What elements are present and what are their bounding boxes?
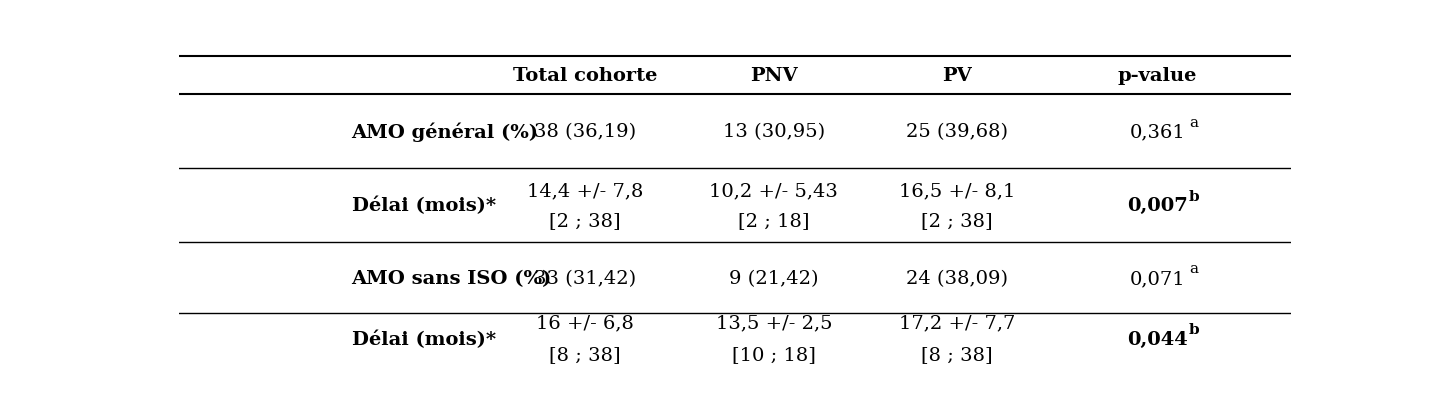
Text: PNV: PNV xyxy=(750,67,797,85)
Text: [8 ; 38]: [8 ; 38] xyxy=(922,346,992,364)
Text: 16,5 +/- 8,1: 16,5 +/- 8,1 xyxy=(899,182,1015,200)
Text: 13,5 +/- 2,5: 13,5 +/- 2,5 xyxy=(716,314,832,332)
Text: 14,4 +/- 7,8: 14,4 +/- 7,8 xyxy=(526,182,642,200)
Text: b: b xyxy=(1189,322,1199,336)
Text: 16 +/- 6,8: 16 +/- 6,8 xyxy=(536,314,634,332)
Text: [2 ; 38]: [2 ; 38] xyxy=(549,212,621,230)
Text: [8 ; 38]: [8 ; 38] xyxy=(549,346,621,364)
Text: AMO sans ISO (%): AMO sans ISO (%) xyxy=(351,269,552,287)
Text: 0,044: 0,044 xyxy=(1127,330,1187,348)
Text: 24 (38,09): 24 (38,09) xyxy=(906,269,1008,287)
Text: Total cohorte: Total cohorte xyxy=(513,67,657,85)
Text: 10,2 +/- 5,43: 10,2 +/- 5,43 xyxy=(710,182,839,200)
Text: AMO général (%): AMO général (%) xyxy=(351,122,539,142)
Text: b: b xyxy=(1189,189,1199,203)
Text: [2 ; 38]: [2 ; 38] xyxy=(922,212,992,230)
Text: a: a xyxy=(1189,115,1199,129)
Text: [2 ; 18]: [2 ; 18] xyxy=(739,212,810,230)
Text: Délai (mois)*: Délai (mois)* xyxy=(351,197,496,215)
Text: 17,2 +/- 7,7: 17,2 +/- 7,7 xyxy=(899,314,1015,332)
Text: 33 (31,42): 33 (31,42) xyxy=(533,269,635,287)
Text: p-value: p-value xyxy=(1117,67,1197,85)
Text: 0,071: 0,071 xyxy=(1130,269,1184,287)
Text: 0,007: 0,007 xyxy=(1127,197,1187,215)
Text: Délai (mois)*: Délai (mois)* xyxy=(351,330,496,348)
Text: a: a xyxy=(1189,262,1199,276)
Text: 13 (30,95): 13 (30,95) xyxy=(723,123,825,141)
Text: [10 ; 18]: [10 ; 18] xyxy=(731,346,816,364)
Text: PV: PV xyxy=(942,67,972,85)
Text: 9 (21,42): 9 (21,42) xyxy=(728,269,819,287)
Text: 38 (36,19): 38 (36,19) xyxy=(533,123,635,141)
Text: 0,361: 0,361 xyxy=(1130,123,1184,141)
Text: 25 (39,68): 25 (39,68) xyxy=(906,123,1008,141)
